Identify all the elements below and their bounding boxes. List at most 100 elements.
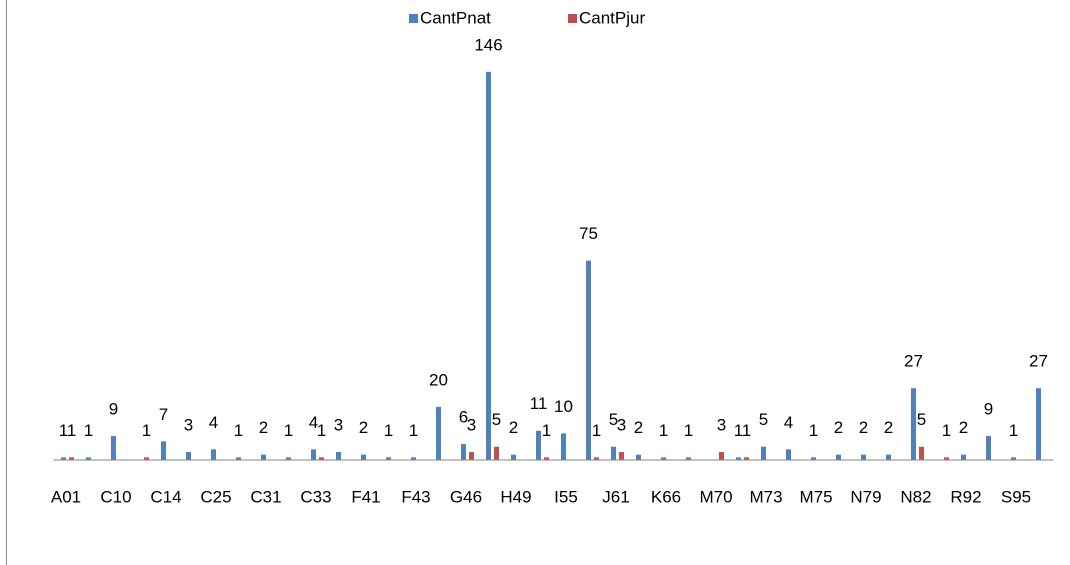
data-label: 2 [634, 418, 643, 437]
data-label: 2 [509, 418, 518, 437]
data-label: 1 [809, 421, 818, 440]
bar [511, 454, 516, 460]
data-label: 75 [579, 224, 598, 243]
data-label: 5 [492, 410, 501, 429]
data-label: 1 [67, 421, 76, 440]
legend-label: CantPjur [579, 8, 645, 27]
x-tick-label: A01 [51, 487, 81, 506]
bar [861, 454, 866, 460]
bar [411, 457, 416, 460]
bar [336, 452, 341, 460]
data-label: 2 [859, 418, 868, 437]
bar [944, 457, 949, 460]
data-label: 1 [942, 421, 951, 440]
bar [986, 436, 991, 460]
bar [961, 454, 966, 460]
bar [886, 454, 891, 460]
bar [744, 457, 749, 460]
data-label: 5 [609, 410, 618, 429]
x-tick-label: I55 [554, 487, 578, 506]
bar [486, 71, 491, 460]
bar [811, 457, 816, 460]
bar [836, 454, 841, 460]
data-label: 11 [530, 394, 548, 413]
bar [286, 457, 291, 460]
x-tick-label: N79 [850, 487, 881, 506]
bar [494, 446, 499, 460]
x-tick-label: M75 [799, 487, 832, 506]
bar [144, 457, 149, 460]
data-label: 9 [109, 400, 118, 419]
bar [536, 430, 541, 460]
x-tick-label: C10 [100, 487, 131, 506]
data-label: 4 [209, 413, 218, 432]
bar [311, 449, 316, 460]
legend-swatch [568, 14, 577, 23]
data-label: 27 [904, 352, 923, 371]
bar [261, 454, 266, 460]
bar [544, 457, 549, 460]
data-label: 6 [459, 408, 468, 427]
data-label: 2 [259, 418, 268, 437]
x-tick-label: C25 [200, 487, 231, 506]
bar [386, 457, 391, 460]
data-label: 2 [834, 418, 843, 437]
x-tick-label: K66 [651, 487, 681, 506]
bar [661, 457, 666, 460]
data-label: 4 [309, 413, 318, 432]
bar [211, 449, 216, 460]
bar [361, 454, 366, 460]
data-label: 9 [984, 400, 993, 419]
data-label: 2 [884, 418, 893, 437]
data-label: 4 [784, 413, 793, 432]
data-label: 3 [717, 416, 726, 435]
bar [911, 388, 916, 460]
data-label: 1 [142, 421, 151, 440]
data-label: 20 [429, 370, 448, 389]
bar [236, 457, 241, 460]
data-label: 1 [659, 421, 668, 440]
bar [719, 452, 724, 460]
bar [186, 452, 191, 460]
legend-swatch [409, 14, 418, 23]
x-tick-label: R92 [950, 487, 981, 506]
bar [761, 446, 766, 460]
data-label: 1 [234, 421, 243, 440]
data-label: 2 [359, 418, 368, 437]
bar [561, 433, 566, 460]
data-label: 1 [734, 421, 743, 440]
data-label: 1 [317, 421, 326, 440]
x-tick-label: H49 [500, 487, 531, 506]
x-tick-label: M70 [699, 487, 732, 506]
x-tick-label: G46 [450, 487, 482, 506]
bar [1036, 388, 1041, 460]
data-label: 1 [59, 421, 68, 440]
data-label: 3 [184, 416, 193, 435]
data-label: 1 [409, 421, 418, 440]
bar [686, 457, 691, 460]
bar [461, 444, 466, 460]
data-label: 1 [542, 421, 551, 440]
bar [86, 457, 91, 460]
x-tick-label: F43 [401, 487, 430, 506]
data-label: 1 [84, 421, 93, 440]
data-label: 1 [684, 421, 693, 440]
x-tick-label: C14 [150, 487, 181, 506]
bar [636, 454, 641, 460]
data-label: 5 [759, 410, 768, 429]
data-label: 3 [617, 416, 626, 435]
legend-label: CantPnat [420, 8, 491, 27]
bar [69, 457, 74, 460]
data-label: 3 [334, 416, 343, 435]
x-tick-label: J61 [602, 487, 629, 506]
bar [586, 260, 591, 460]
x-tick-label: N82 [900, 487, 931, 506]
bar [619, 452, 624, 460]
bar [594, 457, 599, 460]
data-label: 2 [959, 418, 968, 437]
bar [611, 446, 616, 460]
bar [436, 406, 441, 460]
data-label: 3 [467, 416, 476, 435]
bar [161, 441, 166, 460]
